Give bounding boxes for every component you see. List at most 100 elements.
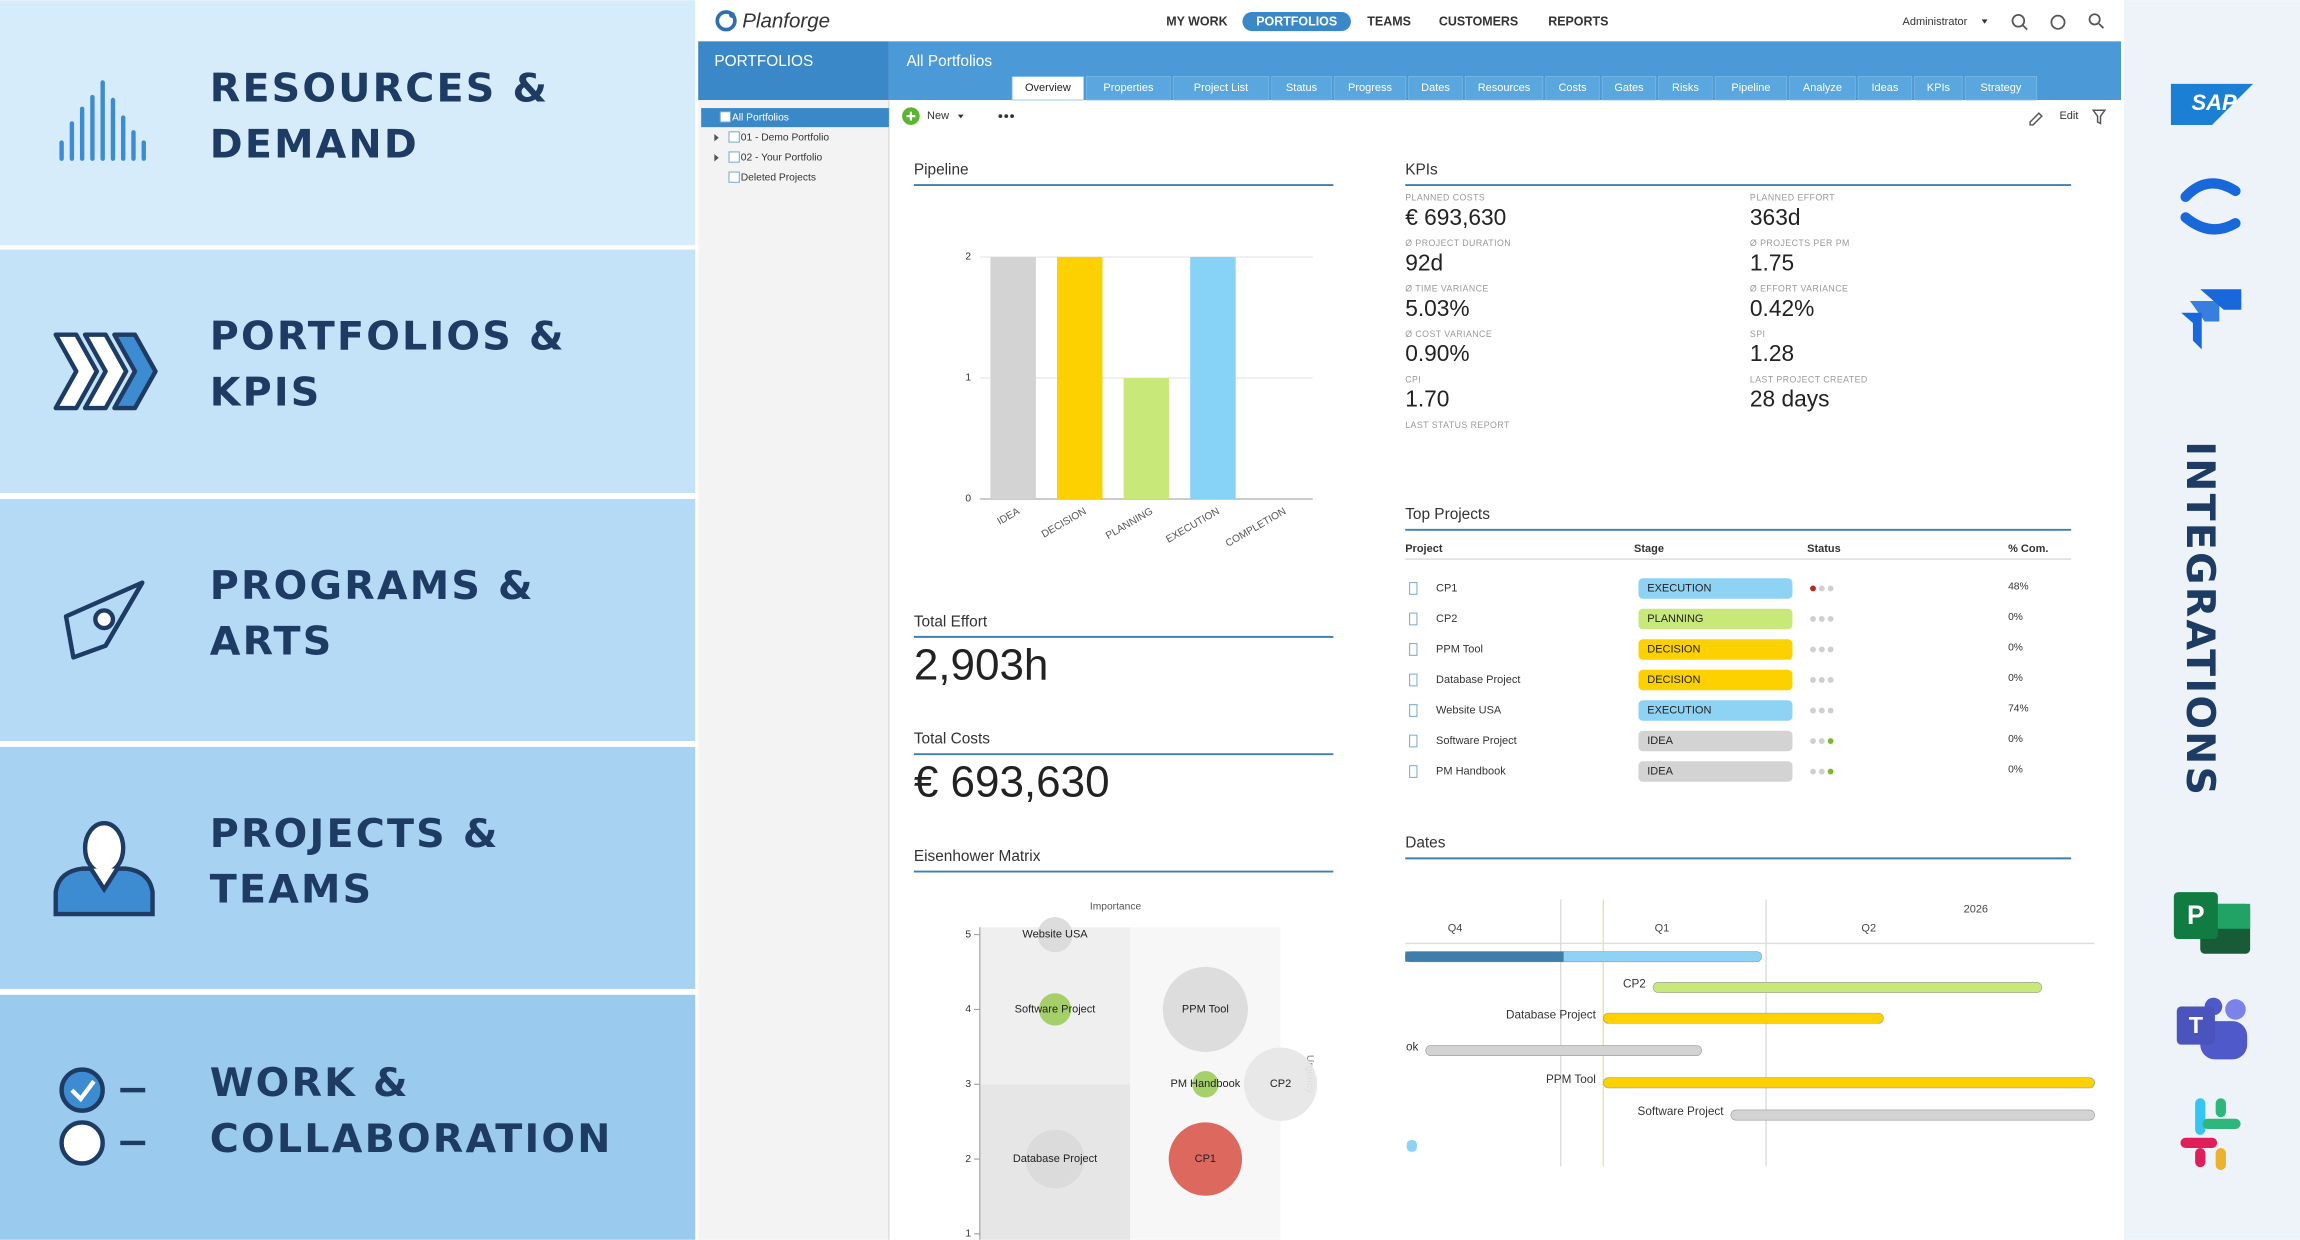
section-title: Total Effort [914,613,988,630]
tab[interactable] [1545,76,1600,101]
bar [990,256,1036,499]
bubble [1192,1071,1219,1098]
nav-item[interactable]: REPORTS [1548,15,1608,29]
section-title: Eisenhower Matrix [914,848,1041,865]
zoom-icon[interactable] [2088,13,2101,26]
project-name[interactable]: CP1 [1436,582,1457,594]
edit-icon[interactable] [2029,112,2043,126]
sidebar-title: PORTFOLIOS [714,53,813,70]
new-label: New [927,110,949,122]
status-dot [1810,677,1816,683]
tree-expander [714,154,719,162]
search-icon[interactable] [2011,14,2026,28]
kpi-label: Ø PROJECTS PER PM [1750,238,1850,248]
status-dot [1818,646,1825,653]
gantt-label: Software Project [1638,1105,1725,1118]
kpi-value: 92d [1405,249,1443,275]
filter-icon[interactable] [2091,109,2107,125]
tab[interactable] [1914,76,1963,101]
status-dot [1827,677,1834,683]
nav-item[interactable]: TEAMS [1367,15,1411,29]
project-icon [1409,765,1418,778]
tab-label: Costs [1558,82,1587,94]
nav-item[interactable]: PORTFOLIOS [1256,15,1337,29]
main-nav: MY WORK PORTFOLIOS TEAMS CUSTOMERS REPORTS [1166,11,1608,32]
tab[interactable] [1857,76,1913,101]
tab[interactable] [1601,76,1657,101]
project-name[interactable]: PPM Tool [1436,643,1483,655]
tab-label: Progress [1348,82,1393,94]
nav-active-pill [1242,11,1351,32]
kpi-label: PLANNED EFFORT [1750,193,1835,203]
demand-icon [59,80,146,161]
sap-logo: SAP [2170,83,2254,125]
kpi-value: 0.90% [1405,340,1469,366]
bubble-label: Database Project [1013,1153,1097,1165]
project-name[interactable]: Software Project [1436,735,1517,747]
user-menu[interactable]: Administrator [1902,16,1967,28]
project-name[interactable]: CP2 [1436,613,1457,625]
status-dot [1810,585,1816,592]
bubble [1025,1129,1085,1189]
project-name[interactable]: Website USA [1436,704,1502,716]
stage-badge [1638,669,1793,691]
kpi-label: Ø TIME VARIANCE [1405,284,1489,294]
stage-label: IDEA [1647,735,1673,747]
portfolio-tree: All Portfolios 01 - Demo Portfolio 02 - Yo… [701,108,889,184]
status-dot [1810,707,1816,714]
kpi-label: PLANNED COSTS [1405,193,1485,203]
project-name[interactable]: PM Handbook [1436,765,1506,777]
tree-item[interactable]: Deleted Projects [741,173,816,184]
project-name[interactable]: Database Project [1436,674,1520,686]
tree-item[interactable]: 02 - Your Portfolio [741,153,823,164]
tab[interactable] [1086,76,1171,101]
tab[interactable] [1408,76,1463,101]
tab[interactable] [1789,76,1856,101]
tab-label: Resources [1478,82,1531,94]
bubble [1168,1122,1243,1196]
status-dot [1810,646,1816,653]
bubble [1162,966,1248,1052]
tree-icon [719,111,731,123]
tab[interactable] [1464,76,1544,101]
gantt-label: PPM Tool [1546,1073,1596,1086]
column-header: Status [1807,543,1841,555]
tab[interactable] [1333,76,1407,101]
new-button[interactable]: New [902,107,964,125]
sidebar [698,100,889,1240]
tree-item[interactable]: All Portfolios [732,112,789,123]
gantt-bar [1730,1109,2095,1121]
percent-complete: 0% [2008,765,2023,776]
slack-logo [2180,1098,2241,1171]
project-icon [1409,673,1418,687]
section-title: Pipeline [914,161,969,178]
percent-complete: 0% [2008,734,2023,745]
stage-badge [1638,700,1793,721]
nav-item[interactable]: MY WORK [1166,15,1227,29]
tab[interactable] [1658,76,1713,101]
status-dot [1810,738,1816,744]
nav-item[interactable]: CUSTOMERS [1439,15,1518,29]
kpi-value: 0.42% [1750,295,1814,321]
tree-item[interactable]: 01 - Demo Portfolio [741,132,830,143]
status-dot [1827,646,1834,653]
tab[interactable] [1271,76,1332,101]
percent-complete: 0% [2008,612,2023,623]
stage-label: IDEA [1647,765,1673,777]
tab[interactable] [1172,76,1270,101]
help-icon[interactable] [2050,14,2066,30]
kpi-label: Ø EFFORT VARIANCE [1750,284,1848,294]
tab[interactable] [1964,76,2038,101]
tree-selected [701,108,889,128]
more-button[interactable] [998,114,1015,119]
stage-badge [1638,639,1793,660]
tab[interactable] [1714,76,1788,101]
tab[interactable] [1011,76,1085,101]
feature-heading: ARTS [210,619,334,665]
kpi-label: LAST PROJECT CREATED [1750,375,1868,385]
feature-heading: PORTFOLIOS & [210,314,566,360]
edit-button[interactable]: Edit [2059,110,2078,122]
tab-label: Project List [1194,82,1248,94]
